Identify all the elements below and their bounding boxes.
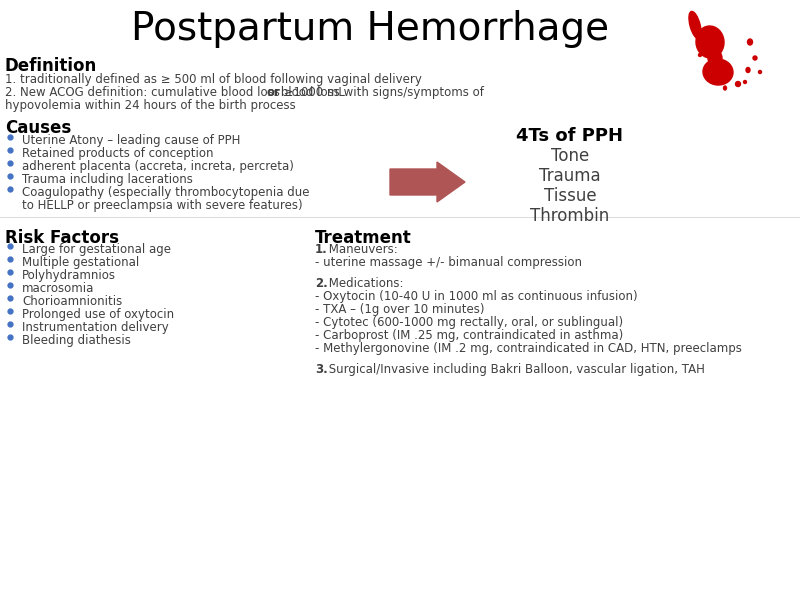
Text: hypovolemia within 24 hours of the birth process: hypovolemia within 24 hours of the birth… — [5, 99, 296, 112]
Text: Uterine Atony – leading cause of PPH: Uterine Atony – leading cause of PPH — [22, 134, 240, 147]
Text: - uterine massage +/- bimanual compression: - uterine massage +/- bimanual compressi… — [315, 256, 582, 269]
Text: - TXA – (1g over 10 minutes): - TXA – (1g over 10 minutes) — [315, 303, 485, 316]
Ellipse shape — [758, 70, 762, 73]
Text: - Oxytocin (10-40 U in 1000 ml as continuous infusion): - Oxytocin (10-40 U in 1000 ml as contin… — [315, 290, 638, 303]
Ellipse shape — [743, 80, 746, 83]
Text: 2. New ACOG definition: cumulative blood loss ≥1000 mL: 2. New ACOG definition: cumulative blood… — [5, 86, 349, 99]
Text: adherent placenta (accreta, increta, percreta): adherent placenta (accreta, increta, per… — [22, 160, 294, 173]
Text: 4Ts of PPH: 4Ts of PPH — [517, 127, 623, 145]
Text: Surgical/Invasive including Bakri Balloon, vascular ligation, TAH: Surgical/Invasive including Bakri Balloo… — [326, 363, 706, 376]
Text: 1. traditionally defined as ≥ 500 ml of blood following vaginal delivery: 1. traditionally defined as ≥ 500 ml of … — [5, 73, 422, 86]
Text: Tone: Tone — [551, 147, 589, 165]
Text: Multiple gestational: Multiple gestational — [22, 256, 139, 269]
Text: Medications:: Medications: — [326, 277, 404, 290]
Ellipse shape — [746, 67, 750, 73]
Ellipse shape — [689, 11, 701, 38]
Text: Trauma including lacerations: Trauma including lacerations — [22, 173, 193, 186]
Text: macrosomia: macrosomia — [22, 282, 94, 295]
Ellipse shape — [753, 56, 757, 60]
Text: - Cytotec (600-1000 mg rectally, oral, or sublingual): - Cytotec (600-1000 mg rectally, oral, o… — [315, 316, 623, 329]
Ellipse shape — [696, 26, 724, 58]
Text: 2.: 2. — [315, 277, 328, 290]
Text: 3.: 3. — [315, 363, 328, 376]
Text: Prolonged use of oxytocin: Prolonged use of oxytocin — [22, 308, 174, 321]
Text: Thrombin: Thrombin — [530, 207, 610, 225]
Text: Coagulopathy (especially thrombocytopenia due: Coagulopathy (especially thrombocytopeni… — [22, 186, 310, 199]
Ellipse shape — [703, 59, 733, 85]
Ellipse shape — [735, 82, 741, 86]
Text: Polyhydramnios: Polyhydramnios — [22, 269, 116, 282]
FancyArrow shape — [390, 162, 465, 202]
Text: Bleeding diathesis: Bleeding diathesis — [22, 334, 131, 347]
Text: or: or — [266, 86, 280, 99]
Ellipse shape — [747, 39, 753, 45]
Ellipse shape — [723, 86, 726, 90]
Text: 1.: 1. — [315, 243, 328, 256]
Text: - Methylergonovine (IM .2 mg, contraindicated in CAD, HTN, preeclamps: - Methylergonovine (IM .2 mg, contraindi… — [315, 342, 742, 355]
Text: Retained products of conception: Retained products of conception — [22, 147, 214, 160]
Text: - Carboprost (IM .25 mg, contraindicated in asthma): - Carboprost (IM .25 mg, contraindicated… — [315, 329, 623, 342]
Text: Treatment: Treatment — [315, 229, 412, 247]
Text: Chorioamnionitis: Chorioamnionitis — [22, 295, 122, 308]
Text: Tissue: Tissue — [544, 187, 596, 205]
Text: Large for gestational age: Large for gestational age — [22, 243, 171, 256]
Ellipse shape — [698, 53, 702, 56]
Text: Maneuvers:: Maneuvers: — [326, 243, 398, 256]
Ellipse shape — [708, 50, 722, 66]
Text: Trauma: Trauma — [539, 167, 601, 185]
Text: blood loss with signs/symptoms of: blood loss with signs/symptoms of — [277, 86, 484, 99]
Text: Risk Factors: Risk Factors — [5, 229, 119, 247]
Text: to HELLP or preeclampsia with severe features): to HELLP or preeclampsia with severe fea… — [22, 199, 302, 212]
Text: Definition: Definition — [5, 57, 98, 75]
Text: Postpartum Hemorrhage: Postpartum Hemorrhage — [131, 10, 609, 48]
Text: Instrumentation delivery: Instrumentation delivery — [22, 321, 169, 334]
Text: Causes: Causes — [5, 119, 71, 137]
